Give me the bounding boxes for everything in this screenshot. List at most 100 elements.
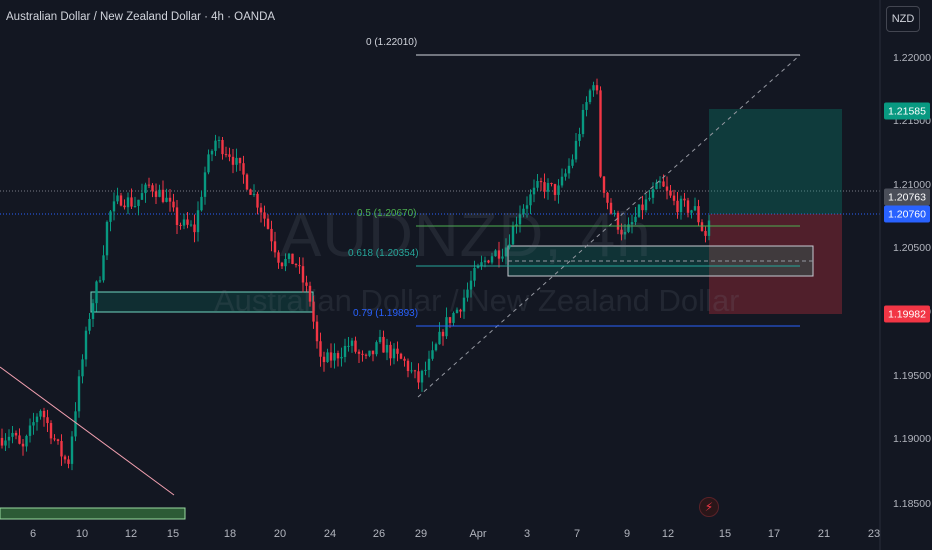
price-axis-label: 1.20500 <box>893 242 931 254</box>
fib-level-label: 0 (1.22010) <box>366 37 418 48</box>
candle <box>420 369 424 392</box>
candle <box>32 412 35 435</box>
candle <box>165 188 168 203</box>
candle <box>193 214 196 243</box>
candle <box>168 189 172 212</box>
candle <box>602 175 606 198</box>
candle <box>18 428 21 445</box>
candle <box>371 350 375 362</box>
candle <box>574 133 578 163</box>
candle <box>35 413 39 431</box>
candle <box>308 281 312 307</box>
candle <box>263 205 266 227</box>
candle <box>581 104 585 138</box>
candle <box>182 213 186 230</box>
lightning-icon[interactable]: ⚡ <box>699 497 719 517</box>
candle <box>546 178 550 200</box>
time-axis-label: 15 <box>718 528 732 540</box>
candle <box>627 217 630 234</box>
candle <box>452 311 455 327</box>
candle <box>228 147 231 162</box>
candle <box>424 361 427 376</box>
currency-button[interactable]: NZD <box>886 6 920 32</box>
candle <box>665 176 669 200</box>
candle <box>375 340 378 357</box>
candle <box>298 257 301 274</box>
candle <box>214 134 217 157</box>
long-position-target-zone[interactable] <box>709 109 842 214</box>
candle <box>301 257 305 293</box>
candle <box>245 173 249 191</box>
candle <box>623 223 627 240</box>
candle <box>571 154 574 169</box>
candle <box>630 214 634 234</box>
candle <box>462 289 466 319</box>
candle <box>406 358 410 378</box>
candle <box>382 330 385 353</box>
candle <box>543 173 546 199</box>
candle <box>357 349 361 363</box>
time-axis-label: 7 <box>573 528 581 540</box>
candle <box>616 210 620 235</box>
candle <box>651 182 655 204</box>
candle <box>634 206 637 226</box>
time-axis-label: 18 <box>223 528 237 540</box>
zone-box[interactable] <box>0 507 186 520</box>
candle <box>179 222 182 230</box>
candle <box>172 193 175 212</box>
candle <box>46 409 49 432</box>
fib-level-label: 0.5 (1.20670) <box>357 208 417 219</box>
candle <box>210 149 214 162</box>
candle <box>4 433 7 451</box>
trendline[interactable] <box>0 366 175 496</box>
candle <box>389 341 392 366</box>
candle <box>81 354 84 384</box>
time-axis-label: Apr <box>469 528 487 540</box>
candle <box>522 204 525 218</box>
long-position-stop-zone[interactable] <box>709 214 842 314</box>
candle <box>637 204 641 218</box>
candle <box>77 369 81 418</box>
candle <box>536 173 539 191</box>
candle <box>364 353 368 359</box>
candle <box>231 149 235 174</box>
candle <box>158 184 161 198</box>
candle <box>280 261 284 269</box>
candle <box>473 260 476 287</box>
candle <box>368 350 371 358</box>
candle <box>487 259 490 264</box>
candle <box>557 179 560 204</box>
candle <box>672 189 676 206</box>
candle <box>126 192 130 215</box>
candle <box>140 183 144 200</box>
candle <box>74 402 77 442</box>
time-axis-label: 29 <box>414 528 428 540</box>
candle <box>347 337 350 352</box>
candle <box>578 127 581 147</box>
candle <box>329 343 333 368</box>
candle <box>550 182 553 187</box>
candle <box>455 307 459 314</box>
candle <box>340 347 343 367</box>
watermark-name: Australian Dollar / New Zealand Dollar <box>214 283 740 318</box>
price-badge: 1.19982 <box>884 305 930 323</box>
candle <box>60 434 63 466</box>
candle <box>490 252 494 265</box>
candle <box>343 338 347 363</box>
candle <box>686 197 690 218</box>
price-axis-label: 1.18500 <box>893 498 931 510</box>
candle <box>676 192 679 219</box>
candle <box>175 199 179 234</box>
candle <box>84 326 88 367</box>
candle <box>494 249 497 257</box>
candle <box>189 220 193 227</box>
candle <box>21 439 25 456</box>
candle <box>224 146 228 158</box>
candle <box>98 276 102 284</box>
candle <box>130 188 133 209</box>
candle <box>690 209 693 219</box>
time-axis-label: 17 <box>767 528 781 540</box>
candle <box>564 168 567 181</box>
candle <box>396 341 399 362</box>
